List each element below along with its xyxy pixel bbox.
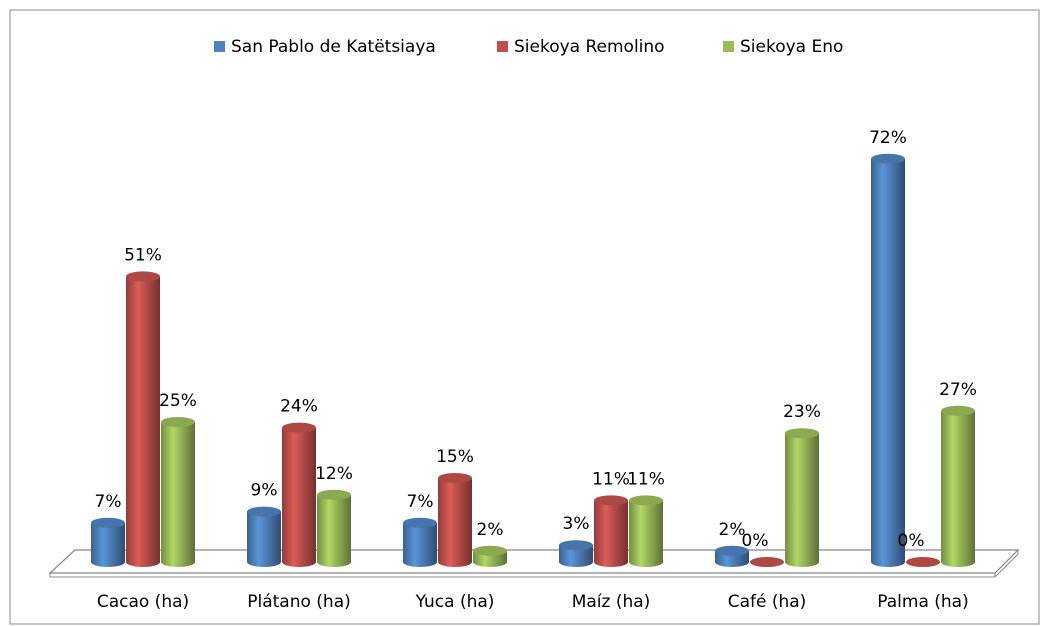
bar-group [906, 557, 940, 567]
bar-top [906, 557, 940, 567]
bar-group [247, 506, 281, 567]
bar-top [91, 517, 125, 528]
bar-group [403, 517, 437, 567]
bar-top [629, 495, 663, 506]
data-label: 25% [159, 391, 197, 411]
bar-top [941, 405, 975, 416]
data-label: 2% [477, 520, 504, 540]
bar-group [594, 495, 628, 567]
bar-group [317, 489, 351, 567]
x-tick-label: Palma (ha) [877, 592, 968, 612]
bar-group [473, 545, 507, 567]
bar-group [282, 422, 316, 567]
legend-label: Siekoya Eno [740, 37, 843, 57]
data-label: 23% [783, 402, 821, 422]
data-label: 7% [95, 492, 122, 512]
data-label: 2% [719, 520, 746, 540]
bar-group [126, 271, 160, 567]
data-label: 72% [869, 128, 907, 148]
bar [247, 511, 281, 567]
legend-swatch [497, 41, 508, 52]
legend-label: San Pablo de Katëtsiaya [231, 37, 436, 57]
bar-group [438, 473, 472, 567]
bar [317, 494, 351, 567]
legend-swatch [214, 41, 225, 52]
bar-group [750, 557, 784, 567]
bar [785, 433, 819, 567]
bar [594, 500, 628, 567]
bar-group [871, 153, 905, 568]
data-label: 51% [124, 245, 162, 265]
data-label: 27% [939, 380, 977, 400]
bar [629, 500, 663, 567]
bar-top [317, 489, 351, 500]
bar-top [247, 506, 281, 517]
bar-group [161, 417, 195, 567]
x-tick-label: Plátano (ha) [247, 592, 351, 612]
x-tick-label: Cacao (ha) [97, 592, 189, 612]
x-tick-label: Yuca (ha) [415, 592, 495, 612]
data-label: 7% [407, 492, 434, 512]
bar [871, 158, 905, 568]
bar-group [941, 405, 975, 567]
data-label: 3% [563, 514, 590, 534]
bar [282, 427, 316, 567]
bar [559, 545, 593, 567]
x-tick-label: Maíz (ha) [572, 592, 651, 612]
data-label: 9% [251, 481, 278, 501]
bar-top [403, 517, 437, 528]
bar-top [438, 473, 472, 483]
bar-top [750, 557, 784, 567]
bar [941, 410, 975, 567]
bar-group [91, 517, 125, 567]
data-label: 15% [436, 447, 474, 467]
bar-top [559, 540, 593, 551]
data-label: 12% [315, 464, 353, 484]
bar [403, 522, 437, 567]
floor-edge [994, 553, 1019, 578]
bar [438, 478, 472, 567]
bar [126, 276, 160, 567]
data-label: 11% [627, 469, 665, 489]
data-label: 11% [592, 469, 630, 489]
bar-top [715, 545, 749, 556]
bar-top [161, 417, 195, 427]
bar-top [871, 153, 905, 164]
bar-group [715, 545, 749, 567]
bar [161, 422, 195, 567]
bar-group [629, 495, 663, 567]
bar-group [559, 540, 593, 567]
bar-top [785, 428, 819, 439]
bar-group [785, 428, 819, 567]
legend-label: Siekoya Remolino [514, 37, 665, 57]
bar [91, 522, 125, 567]
data-label: 0% [742, 531, 769, 551]
bar-top [473, 545, 507, 556]
bar-top [126, 271, 160, 282]
data-label: 0% [898, 531, 925, 551]
x-tick-label: Café (ha) [728, 592, 807, 612]
legend-swatch [723, 41, 734, 52]
bar-top [282, 422, 316, 433]
data-label: 24% [280, 397, 318, 417]
bar-top [594, 495, 628, 506]
